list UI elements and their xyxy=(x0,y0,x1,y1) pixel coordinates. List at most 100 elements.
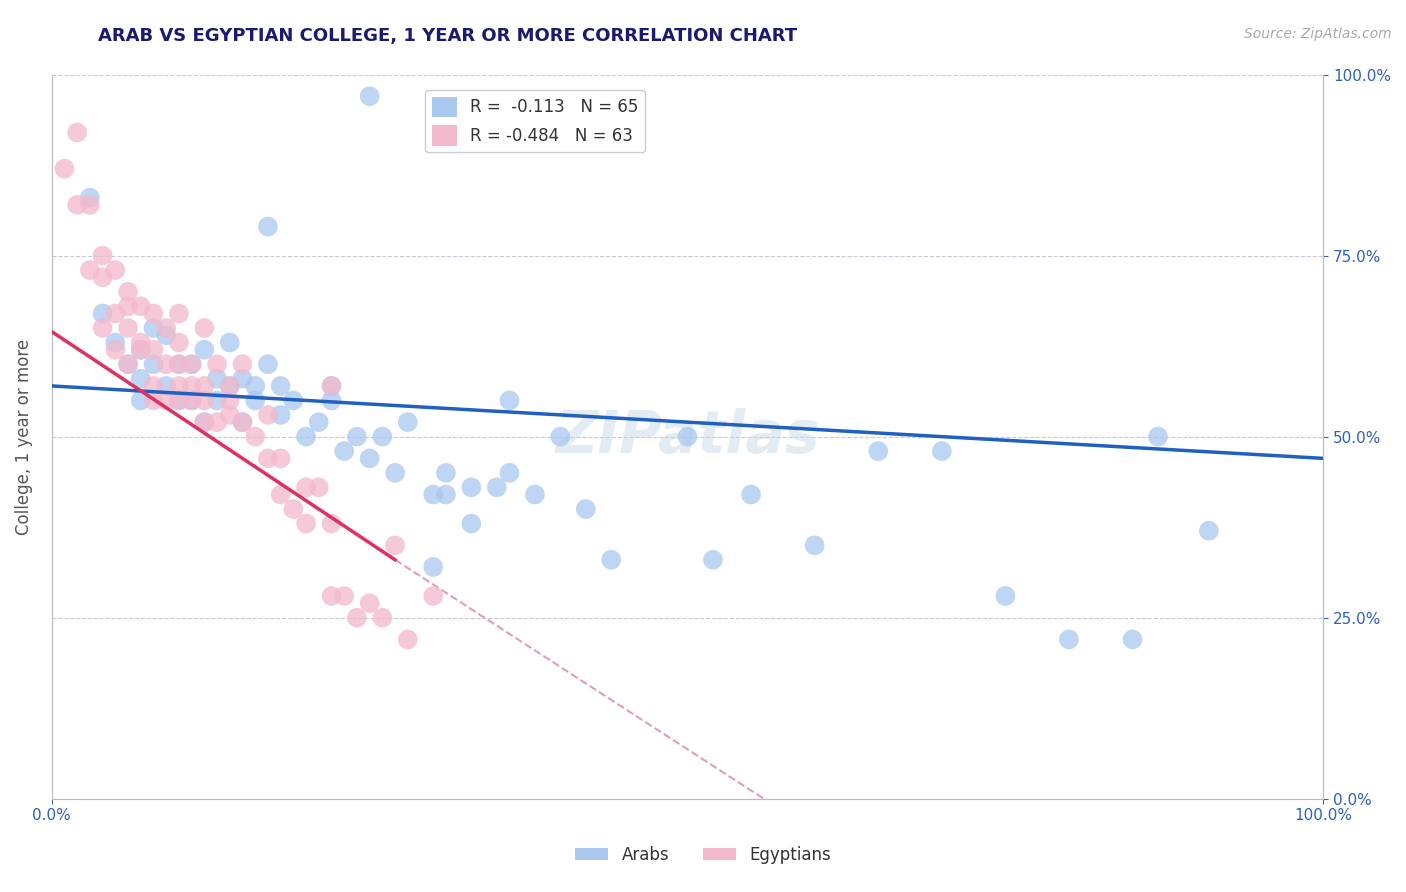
Point xyxy=(142,393,165,408)
Point xyxy=(129,393,152,408)
Point xyxy=(117,299,139,313)
Point xyxy=(257,408,280,422)
Point xyxy=(193,415,215,429)
Point xyxy=(384,466,406,480)
Point xyxy=(422,487,444,501)
Point xyxy=(91,306,114,320)
Point xyxy=(180,357,202,371)
Point xyxy=(396,632,419,647)
Point xyxy=(205,393,228,408)
Point xyxy=(218,393,240,408)
Point xyxy=(321,516,343,531)
Point xyxy=(53,161,76,176)
Point xyxy=(218,379,240,393)
Point xyxy=(218,379,240,393)
Point xyxy=(270,408,292,422)
Text: ZIPatlas: ZIPatlas xyxy=(555,409,820,465)
Point xyxy=(295,430,318,444)
Point xyxy=(702,553,724,567)
Legend: R =  -0.113   N = 65, R = -0.484   N = 63: R = -0.113 N = 65, R = -0.484 N = 63 xyxy=(425,90,645,153)
Point xyxy=(1198,524,1220,538)
Point xyxy=(142,321,165,335)
Point xyxy=(193,415,215,429)
Point xyxy=(91,321,114,335)
Point xyxy=(295,480,318,494)
Point xyxy=(66,198,89,212)
Point xyxy=(257,357,280,371)
Point xyxy=(193,343,215,357)
Point xyxy=(104,306,127,320)
Point xyxy=(321,379,343,393)
Point xyxy=(359,596,381,610)
Point xyxy=(676,430,699,444)
Point xyxy=(1057,632,1080,647)
Point xyxy=(167,335,190,350)
Point xyxy=(523,487,546,501)
Point xyxy=(1122,632,1144,647)
Point xyxy=(1147,430,1170,444)
Point xyxy=(129,372,152,386)
Point xyxy=(994,589,1017,603)
Point xyxy=(231,415,253,429)
Point xyxy=(270,379,292,393)
Point xyxy=(231,357,253,371)
Point xyxy=(91,270,114,285)
Point xyxy=(218,335,240,350)
Point xyxy=(371,430,394,444)
Point xyxy=(434,466,457,480)
Point xyxy=(740,487,762,501)
Point xyxy=(79,191,101,205)
Point xyxy=(931,444,953,458)
Point xyxy=(257,219,280,234)
Point xyxy=(245,393,267,408)
Point xyxy=(205,415,228,429)
Point xyxy=(346,430,368,444)
Point xyxy=(321,393,343,408)
Point xyxy=(79,263,101,277)
Point xyxy=(460,516,482,531)
Legend: Arabs, Egyptians: Arabs, Egyptians xyxy=(568,839,838,871)
Point xyxy=(155,379,177,393)
Point xyxy=(193,379,215,393)
Point xyxy=(321,589,343,603)
Point xyxy=(434,487,457,501)
Point xyxy=(600,553,623,567)
Point xyxy=(245,379,267,393)
Point xyxy=(193,393,215,408)
Point xyxy=(868,444,890,458)
Point xyxy=(104,343,127,357)
Point xyxy=(167,306,190,320)
Point xyxy=(359,451,381,466)
Point xyxy=(333,444,356,458)
Point xyxy=(283,393,305,408)
Point xyxy=(550,430,572,444)
Text: ARAB VS EGYPTIAN COLLEGE, 1 YEAR OR MORE CORRELATION CHART: ARAB VS EGYPTIAN COLLEGE, 1 YEAR OR MORE… xyxy=(98,27,797,45)
Point xyxy=(142,357,165,371)
Point xyxy=(295,516,318,531)
Point xyxy=(180,393,202,408)
Point xyxy=(205,357,228,371)
Point xyxy=(270,451,292,466)
Point xyxy=(117,357,139,371)
Point xyxy=(167,357,190,371)
Y-axis label: College, 1 year or more: College, 1 year or more xyxy=(15,339,32,534)
Point xyxy=(142,306,165,320)
Point xyxy=(142,343,165,357)
Point xyxy=(270,487,292,501)
Point xyxy=(498,393,520,408)
Point xyxy=(167,379,190,393)
Point xyxy=(117,321,139,335)
Point xyxy=(117,357,139,371)
Point xyxy=(231,372,253,386)
Point xyxy=(245,430,267,444)
Point xyxy=(129,343,152,357)
Point xyxy=(167,357,190,371)
Point xyxy=(333,589,356,603)
Point xyxy=(283,502,305,516)
Point xyxy=(104,335,127,350)
Point xyxy=(167,393,190,408)
Point xyxy=(180,357,202,371)
Point xyxy=(79,198,101,212)
Point xyxy=(257,451,280,466)
Point xyxy=(129,299,152,313)
